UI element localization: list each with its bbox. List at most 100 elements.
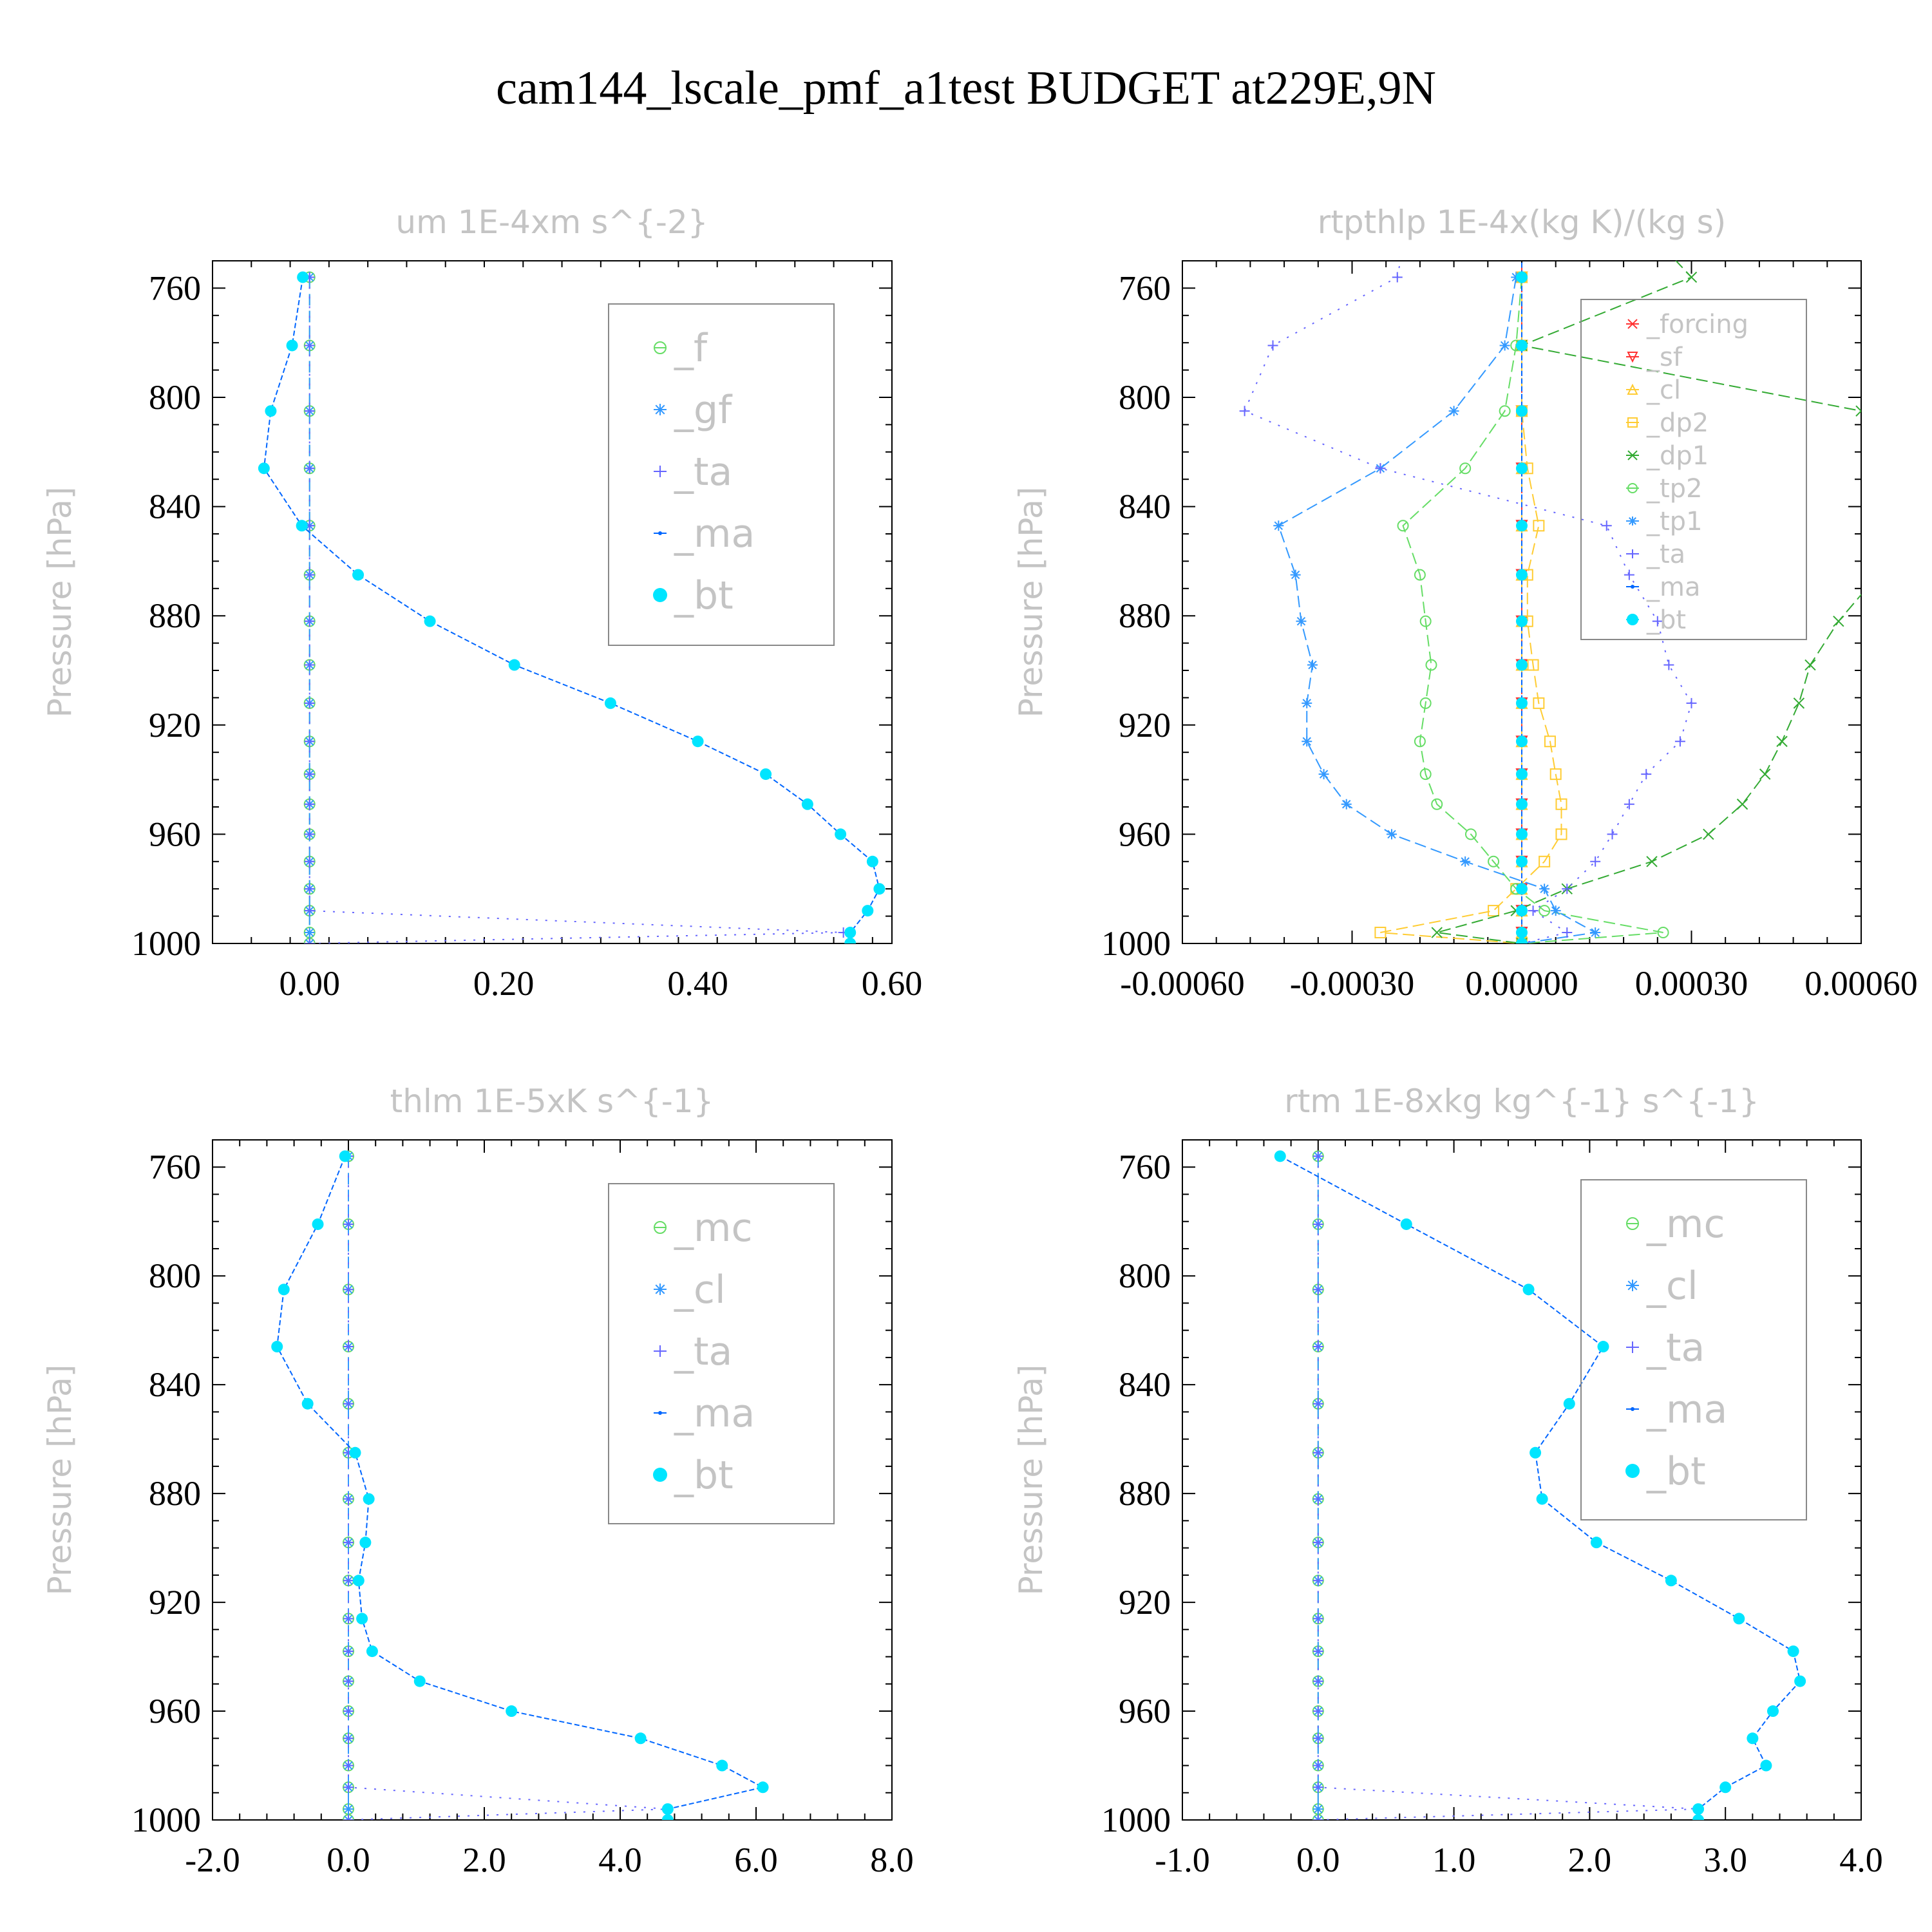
series-markers-tp1 <box>1273 272 1601 943</box>
legend-box <box>608 303 835 646</box>
series-markers-bt <box>1274 1150 1806 1820</box>
series-markers-bt <box>258 271 886 943</box>
legend-label: _ta <box>674 450 732 495</box>
series-markers-mc <box>343 1150 354 1820</box>
x-tick-label: 0.60 <box>862 964 923 1003</box>
y-tick-label: 1000 <box>131 924 201 963</box>
legend-label: _ma <box>1646 1387 1727 1432</box>
legend-label: _cl <box>674 1267 726 1312</box>
legend-box <box>1580 299 1807 640</box>
legend-label: _f <box>674 326 708 371</box>
legend-label: _forcing <box>1646 310 1748 339</box>
x-tick-label: 3.0 <box>1703 1841 1747 1879</box>
panel-title: rtpthlp 1E-4x(kg K)/(kg s) <box>1318 204 1726 241</box>
legend-label: _bt <box>1646 605 1686 635</box>
x-tick-label: 2.0 <box>462 1841 506 1879</box>
legend: _mc _cl _ta _ma _bt <box>608 1183 835 1524</box>
legend-label: _mc <box>1646 1202 1725 1247</box>
y-axis-label: Pressure [hPa] <box>1012 1365 1050 1596</box>
y-tick-label: 760 <box>1119 1148 1171 1186</box>
series-markers-ta <box>1239 272 1697 943</box>
legend-box <box>608 1183 835 1524</box>
x-tick-label: 1.0 <box>1432 1841 1476 1879</box>
y-tick-label: 1000 <box>1101 1801 1171 1839</box>
y-axis-label: Pressure [hPa] <box>1012 487 1050 718</box>
series-markers-cl <box>1312 1151 1323 1820</box>
x-tick-label: 0.0 <box>1296 1841 1340 1879</box>
y-tick-label: 880 <box>1119 1474 1171 1513</box>
legend: _forcing _sf _cl_dp2_dp1_tp2 _tp1 _ta _ma _bt <box>1580 299 1807 640</box>
series-line-tp2 <box>1402 277 1663 943</box>
x-tick-label: 0.00 <box>279 964 340 1003</box>
panel-4: rtm 1E-8xkg kg^{-1} s^{-1} Pressure [hPa]… <box>1012 1083 1883 1879</box>
legend: _f _gf _ta _ma _bt <box>608 303 835 646</box>
legend-label: _tp1 <box>1646 507 1703 536</box>
y-tick-label: 800 <box>149 378 201 417</box>
series-markers-ta <box>1312 1151 1704 1820</box>
series-line-ta <box>1317 1156 1699 1820</box>
legend-label: _ma <box>1646 573 1700 602</box>
series-markers-ma <box>261 275 882 943</box>
series-markers-mc <box>1312 1150 1324 1820</box>
y-tick-label: 960 <box>1119 815 1171 853</box>
x-tick-label: 0.00000 <box>1465 964 1578 1003</box>
legend-label: _tp2 <box>1646 474 1703 504</box>
y-tick-label: 760 <box>149 269 201 307</box>
y-tick-label: 920 <box>1119 1583 1171 1622</box>
y-tick-label: 880 <box>149 596 201 635</box>
x-tick-label: -1.0 <box>1155 1841 1209 1879</box>
series-group <box>1239 261 1861 943</box>
x-tick-label: 0.40 <box>667 964 728 1003</box>
panel-1: um 1E-4xm s^{-2} Pressure [hPa] 760 800 840 8… <box>41 204 922 1003</box>
legend-box <box>1580 1179 1807 1520</box>
y-tick-label: 880 <box>149 1474 201 1513</box>
y-tick-label: 960 <box>149 815 201 853</box>
series-line-ta <box>308 277 844 943</box>
y-tick-label: 760 <box>1119 269 1171 307</box>
series-group <box>271 1150 769 1820</box>
series-markers-bt <box>1516 271 1528 943</box>
x-tick-label: -2.0 <box>185 1841 240 1879</box>
panel-2: rtpthlp 1E-4x(kg K)/(kg s) Pressure [hPa]… <box>1012 204 1918 1003</box>
x-tick-label: 8.0 <box>870 1841 914 1879</box>
series-markers-dp2 <box>1374 271 1567 943</box>
x-tick-label: 4.0 <box>598 1841 642 1879</box>
y-tick-label: 880 <box>1119 596 1171 635</box>
legend-label: _ta <box>1646 1325 1705 1370</box>
plot-frame <box>212 1139 893 1821</box>
y-tick-label: 840 <box>149 1365 201 1404</box>
x-tick-label: 0.00030 <box>1635 964 1748 1003</box>
legend-label: _ta <box>1646 540 1685 569</box>
y-tick-label: 800 <box>1119 1256 1171 1295</box>
plot-frame <box>1182 1139 1862 1821</box>
panel-title: um 1E-4xm s^{-2} <box>395 204 708 241</box>
x-tick-label: -0.00030 <box>1290 964 1414 1003</box>
panel-title: rtm 1E-8xkg kg^{-1} s^{-1} <box>1284 1083 1759 1120</box>
legend-label: _ma <box>674 1391 755 1436</box>
x-tick-label: 0.20 <box>473 964 535 1003</box>
legend-label: _bt <box>674 573 734 618</box>
series-line-ma <box>1280 1155 1801 1820</box>
x-tick-label: 6.0 <box>734 1841 778 1879</box>
y-tick-label: 1000 <box>131 1801 201 1839</box>
series-markers-cl <box>343 1151 354 1820</box>
y-tick-label: 760 <box>149 1148 201 1186</box>
y-tick-label: 1000 <box>1101 924 1171 963</box>
y-tick-label: 920 <box>149 1583 201 1622</box>
legend-label: _bt <box>674 1453 734 1498</box>
series-line-ma <box>276 1155 765 1820</box>
y-axis-label: Pressure [hPa] <box>41 1365 79 1596</box>
legend-label: _gf <box>674 388 733 433</box>
y-axis-label: Pressure [hPa] <box>41 487 79 718</box>
series-markers-ta <box>343 1151 673 1820</box>
y-tick-label: 840 <box>1119 1365 1171 1404</box>
legend-label: _cl <box>1646 375 1681 405</box>
legend-label: _sf <box>1646 343 1683 372</box>
x-tick-label: 4.0 <box>1839 1841 1883 1879</box>
series-markers-ta <box>304 272 849 943</box>
panel-3: thlm 1E-5xK s^{-1} Pressure [hPa] 760 800 84… <box>41 1083 914 1879</box>
y-tick-label: 800 <box>149 1256 201 1295</box>
y-tick-label: 960 <box>149 1692 201 1730</box>
x-tick-label: -0.00060 <box>1120 964 1244 1003</box>
